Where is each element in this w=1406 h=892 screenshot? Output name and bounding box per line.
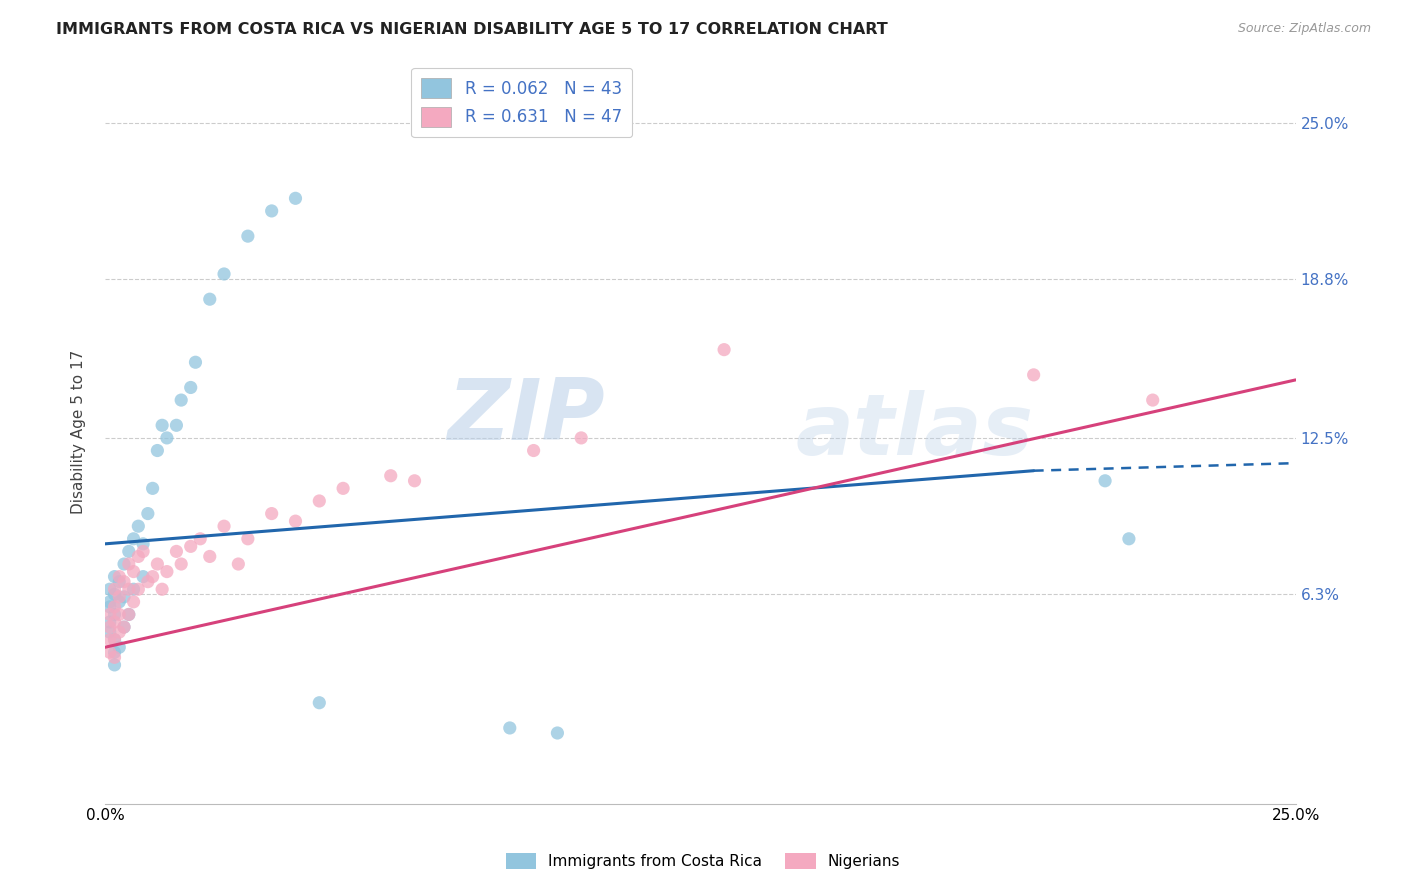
Point (523, 443, 546, 458)
Point (112, 574, 135, 589)
Point (98, 615, 121, 629)
Point (150, 418, 173, 433)
Point (150, 582, 173, 597)
Point (146, 557, 169, 571)
Point (284, 191, 307, 205)
Point (103, 582, 125, 597)
Point (98, 645, 121, 659)
Point (103, 632, 125, 647)
Point (108, 569, 131, 583)
Point (103, 569, 125, 583)
Point (569, 431, 592, 445)
Point (184, 355, 207, 369)
Point (212, 519, 235, 533)
Point (118, 544, 141, 558)
Point (212, 267, 235, 281)
Point (103, 607, 125, 622)
Point (142, 569, 165, 583)
Point (98, 632, 121, 647)
Point (132, 544, 155, 558)
Point (546, 726, 568, 740)
Point (118, 582, 141, 597)
Point (1022, 368, 1045, 382)
Point (118, 557, 141, 571)
Point (112, 620, 135, 634)
Point (122, 582, 145, 597)
Point (308, 494, 330, 508)
Point (136, 574, 159, 589)
Point (108, 625, 131, 640)
Point (103, 650, 125, 665)
Point (156, 431, 179, 445)
Legend: R = 0.062   N = 43, R = 0.631   N = 47: R = 0.062 N = 43, R = 0.631 N = 47 (412, 68, 631, 137)
Point (112, 557, 135, 571)
Point (122, 595, 145, 609)
Point (103, 657, 125, 672)
Point (188, 532, 211, 546)
Text: IMMIGRANTS FROM COSTA RICA VS NIGERIAN DISABILITY AGE 5 TO 17 CORRELATION CHART: IMMIGRANTS FROM COSTA RICA VS NIGERIAN D… (56, 22, 889, 37)
Point (332, 481, 354, 495)
Point (103, 599, 125, 614)
Point (108, 595, 131, 609)
Point (146, 443, 169, 458)
Point (103, 645, 125, 659)
Point (127, 582, 149, 597)
Point (156, 565, 179, 579)
Point (118, 607, 141, 622)
Point (98, 595, 121, 609)
Point (198, 292, 221, 306)
Point (260, 203, 283, 218)
Text: Source: ZipAtlas.com: Source: ZipAtlas.com (1237, 22, 1371, 36)
Point (98, 607, 121, 622)
Point (236, 532, 259, 546)
Point (499, 721, 522, 735)
Point (198, 549, 221, 564)
Point (98, 620, 121, 634)
Point (142, 481, 165, 495)
Point (103, 587, 125, 601)
Point (136, 507, 159, 521)
Point (1142, 393, 1164, 408)
Point (380, 468, 402, 483)
Point (180, 380, 202, 394)
Point (108, 590, 131, 604)
Legend: Immigrants from Costa Rica, Nigerians: Immigrants from Costa Rica, Nigerians (499, 847, 907, 875)
Point (118, 607, 141, 622)
Point (98, 582, 121, 597)
Point (132, 569, 155, 583)
Point (260, 507, 283, 521)
Point (165, 418, 187, 433)
Point (112, 620, 135, 634)
Point (308, 696, 330, 710)
Point (108, 574, 131, 589)
Point (122, 532, 145, 546)
Point (236, 229, 259, 244)
Point (103, 632, 125, 647)
Point (108, 607, 131, 622)
Point (127, 519, 149, 533)
Point (127, 549, 149, 564)
Point (108, 640, 131, 655)
Point (228, 557, 250, 571)
Point (180, 540, 202, 554)
Text: atlas: atlas (796, 390, 1033, 473)
Point (112, 590, 135, 604)
Point (1118, 532, 1140, 546)
Point (170, 557, 193, 571)
Point (165, 544, 187, 558)
Point (404, 474, 426, 488)
Point (98, 625, 121, 640)
Text: ZIP: ZIP (447, 376, 605, 458)
Point (98, 599, 121, 614)
Point (122, 565, 145, 579)
Y-axis label: Disability Age 5 to 17: Disability Age 5 to 17 (72, 350, 86, 514)
Point (713, 343, 735, 357)
Point (132, 537, 155, 551)
Point (170, 393, 193, 408)
Point (284, 514, 307, 528)
Point (103, 615, 125, 629)
Point (1094, 474, 1116, 488)
